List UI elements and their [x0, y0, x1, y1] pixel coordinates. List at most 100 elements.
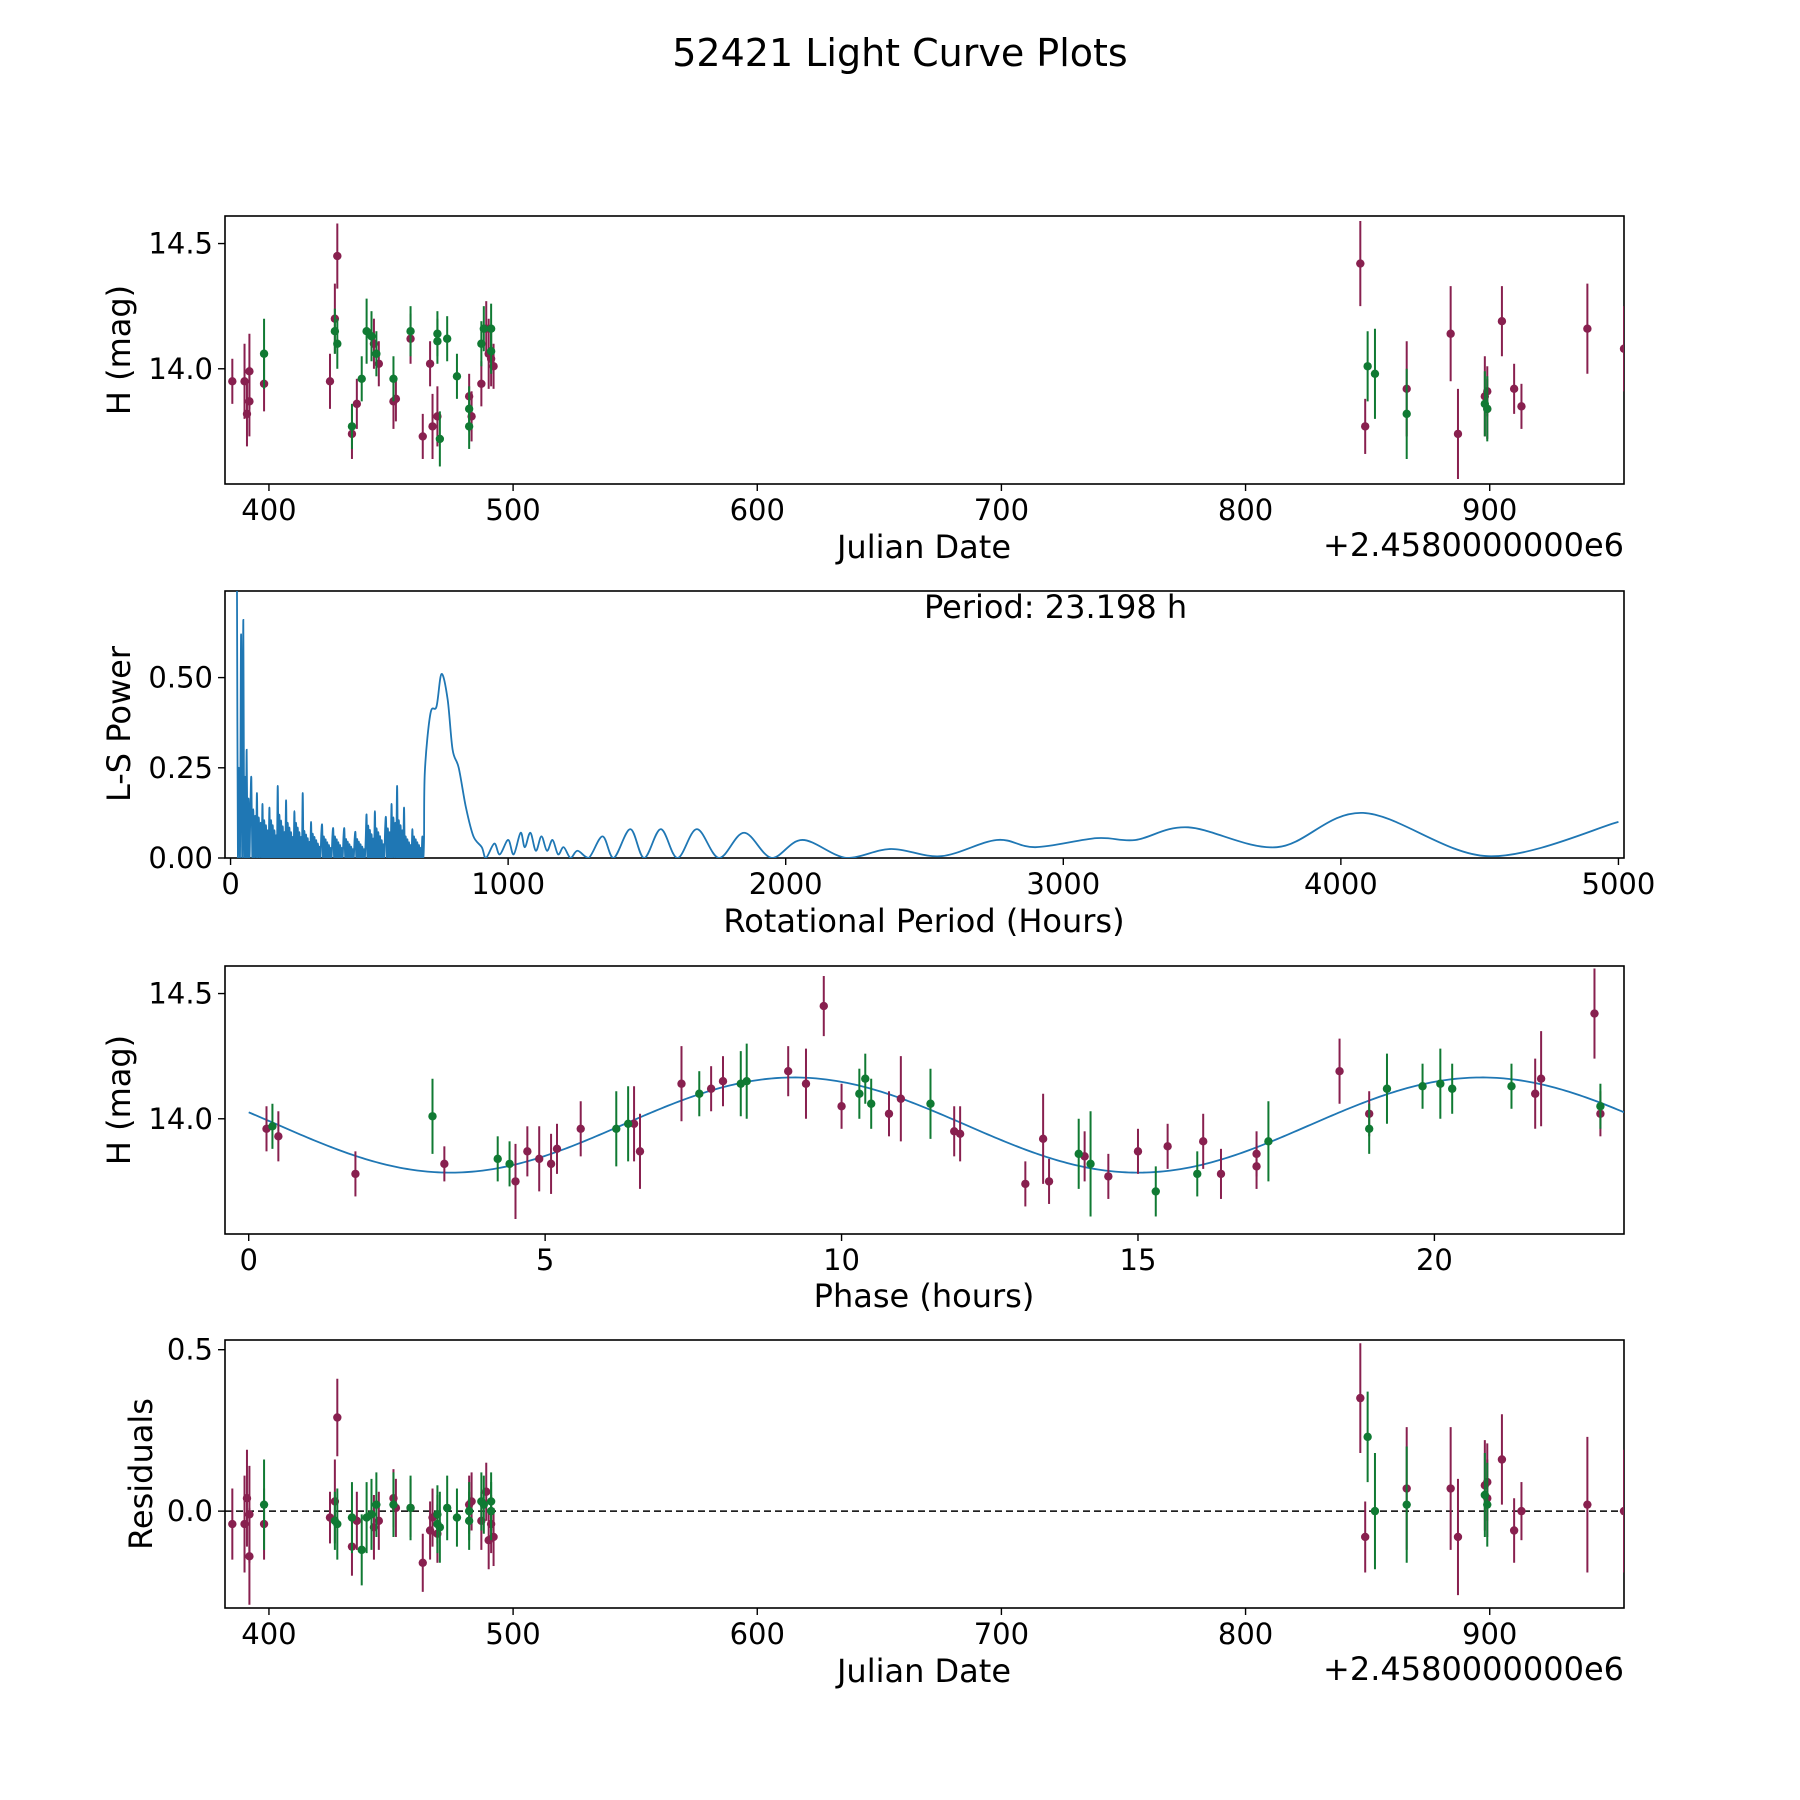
magenta-point	[1356, 221, 1365, 307]
green-point	[442, 316, 452, 362]
data-marker	[552, 1144, 562, 1154]
magenta-point	[1517, 1482, 1526, 1541]
data-marker	[259, 1500, 269, 1509]
periodogram-xlabel: Rotational Period (Hours)	[723, 902, 1124, 940]
magenta-point	[418, 413, 427, 459]
data-marker	[452, 1513, 462, 1522]
data-marker	[612, 1124, 621, 1134]
magenta-point	[1453, 1478, 1463, 1596]
data-marker	[1590, 1009, 1599, 1018]
y-tick-label: 0.0	[167, 1494, 213, 1528]
magenta-point	[1216, 1148, 1226, 1199]
green-point	[695, 1071, 704, 1117]
magenta-point	[1619, 1449, 1624, 1573]
data-marker	[1360, 422, 1370, 431]
x-tick-label: 400	[241, 1617, 296, 1651]
green-point	[1074, 1118, 1083, 1189]
data-marker	[406, 327, 415, 336]
magenta-point	[1583, 1436, 1592, 1573]
data-marker	[576, 1124, 585, 1134]
y-tick-label: 0.50	[148, 661, 213, 695]
data-marker	[352, 399, 362, 409]
green-point	[362, 298, 371, 364]
data-marker	[1370, 1506, 1380, 1516]
y-tick-label: 0.25	[148, 751, 213, 785]
data-marker	[511, 1177, 520, 1186]
green-point	[333, 1488, 342, 1560]
data-marker	[1370, 369, 1380, 378]
green-point	[1402, 368, 1411, 459]
data-marker	[347, 1513, 357, 1522]
green-point	[452, 1488, 462, 1547]
green-point	[406, 1475, 415, 1541]
data-marker	[884, 1109, 894, 1118]
data-marker	[357, 374, 366, 384]
magenta-point	[546, 1133, 556, 1194]
green-point	[623, 1086, 633, 1162]
y-tick-label: 14.0	[148, 352, 213, 386]
data-marker	[228, 1519, 237, 1529]
data-marker	[228, 377, 237, 386]
data-marker	[1264, 1137, 1273, 1146]
periodogram-line	[236, 591, 1619, 858]
data-marker	[1596, 1102, 1605, 1111]
green-point	[1364, 1103, 1374, 1154]
green-point	[867, 1078, 876, 1129]
data-marker	[896, 1094, 906, 1103]
data-marker	[546, 1159, 556, 1169]
x-tick-label: 600	[730, 493, 785, 527]
data-marker	[406, 1503, 415, 1513]
green-point	[1507, 1063, 1516, 1109]
phase-folded-xlabel: Phase (hours)	[814, 1277, 1035, 1315]
green-point	[1264, 1101, 1273, 1182]
green-point	[389, 356, 398, 402]
green-point	[452, 353, 462, 399]
magenta-point	[1360, 1501, 1370, 1573]
x-tick-label: 400	[241, 493, 296, 527]
magenta-point	[819, 976, 828, 1037]
data-marker	[1356, 259, 1365, 268]
data-marker	[1446, 329, 1455, 338]
data-marker	[1364, 1124, 1374, 1134]
data-marker	[801, 1079, 811, 1088]
magenta-point	[351, 1151, 360, 1197]
x-tick-label: 800	[1218, 1617, 1273, 1651]
data-marker	[442, 334, 452, 343]
magenta-point	[706, 1066, 716, 1112]
data-marker	[425, 359, 435, 368]
magenta-point	[884, 1091, 894, 1137]
green-point	[259, 318, 269, 389]
data-marker	[477, 379, 486, 389]
data-marker	[1517, 402, 1526, 411]
green-point	[464, 386, 474, 432]
magenta-point	[1509, 363, 1519, 414]
data-marker	[1536, 1074, 1546, 1083]
fit-curve	[248, 1076, 1624, 1174]
data-marker	[435, 1523, 445, 1532]
magenta-point	[535, 1126, 544, 1192]
green-point	[486, 1482, 496, 1541]
period-annotation: Period: 23.198 h	[924, 588, 1187, 626]
green-point	[1370, 328, 1380, 419]
data-marker	[1497, 316, 1507, 326]
magenta-point	[523, 1126, 532, 1177]
magenta-point	[333, 1378, 342, 1457]
data-marker	[1509, 1526, 1519, 1535]
magenta-point	[1104, 1153, 1113, 1199]
data-marker	[1447, 1084, 1457, 1093]
magenta-point	[1453, 388, 1463, 479]
green-point	[479, 1475, 489, 1534]
data-marker	[523, 1147, 532, 1156]
data-marker	[784, 1066, 793, 1076]
green-point	[367, 1478, 376, 1550]
green-point	[1370, 1453, 1380, 1570]
magenta-point	[1536, 1031, 1546, 1127]
magenta-point	[245, 1465, 254, 1563]
x-tick-label: 700	[974, 1617, 1029, 1651]
data-marker	[677, 1079, 686, 1088]
data-marker	[1446, 1484, 1455, 1493]
data-marker	[372, 1500, 381, 1509]
magenta-point	[1356, 1343, 1365, 1454]
green-point	[1151, 1166, 1160, 1217]
green-point	[464, 1482, 474, 1541]
